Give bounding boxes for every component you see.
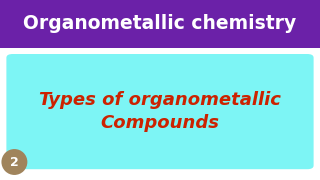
Text: 2: 2 xyxy=(10,156,19,168)
Text: Organometallic chemistry: Organometallic chemistry xyxy=(23,14,297,33)
FancyBboxPatch shape xyxy=(6,54,314,169)
Text: Types of organometallic: Types of organometallic xyxy=(39,91,281,109)
Ellipse shape xyxy=(2,149,27,175)
Bar xyxy=(0,0,320,48)
Text: Compounds: Compounds xyxy=(100,114,220,132)
